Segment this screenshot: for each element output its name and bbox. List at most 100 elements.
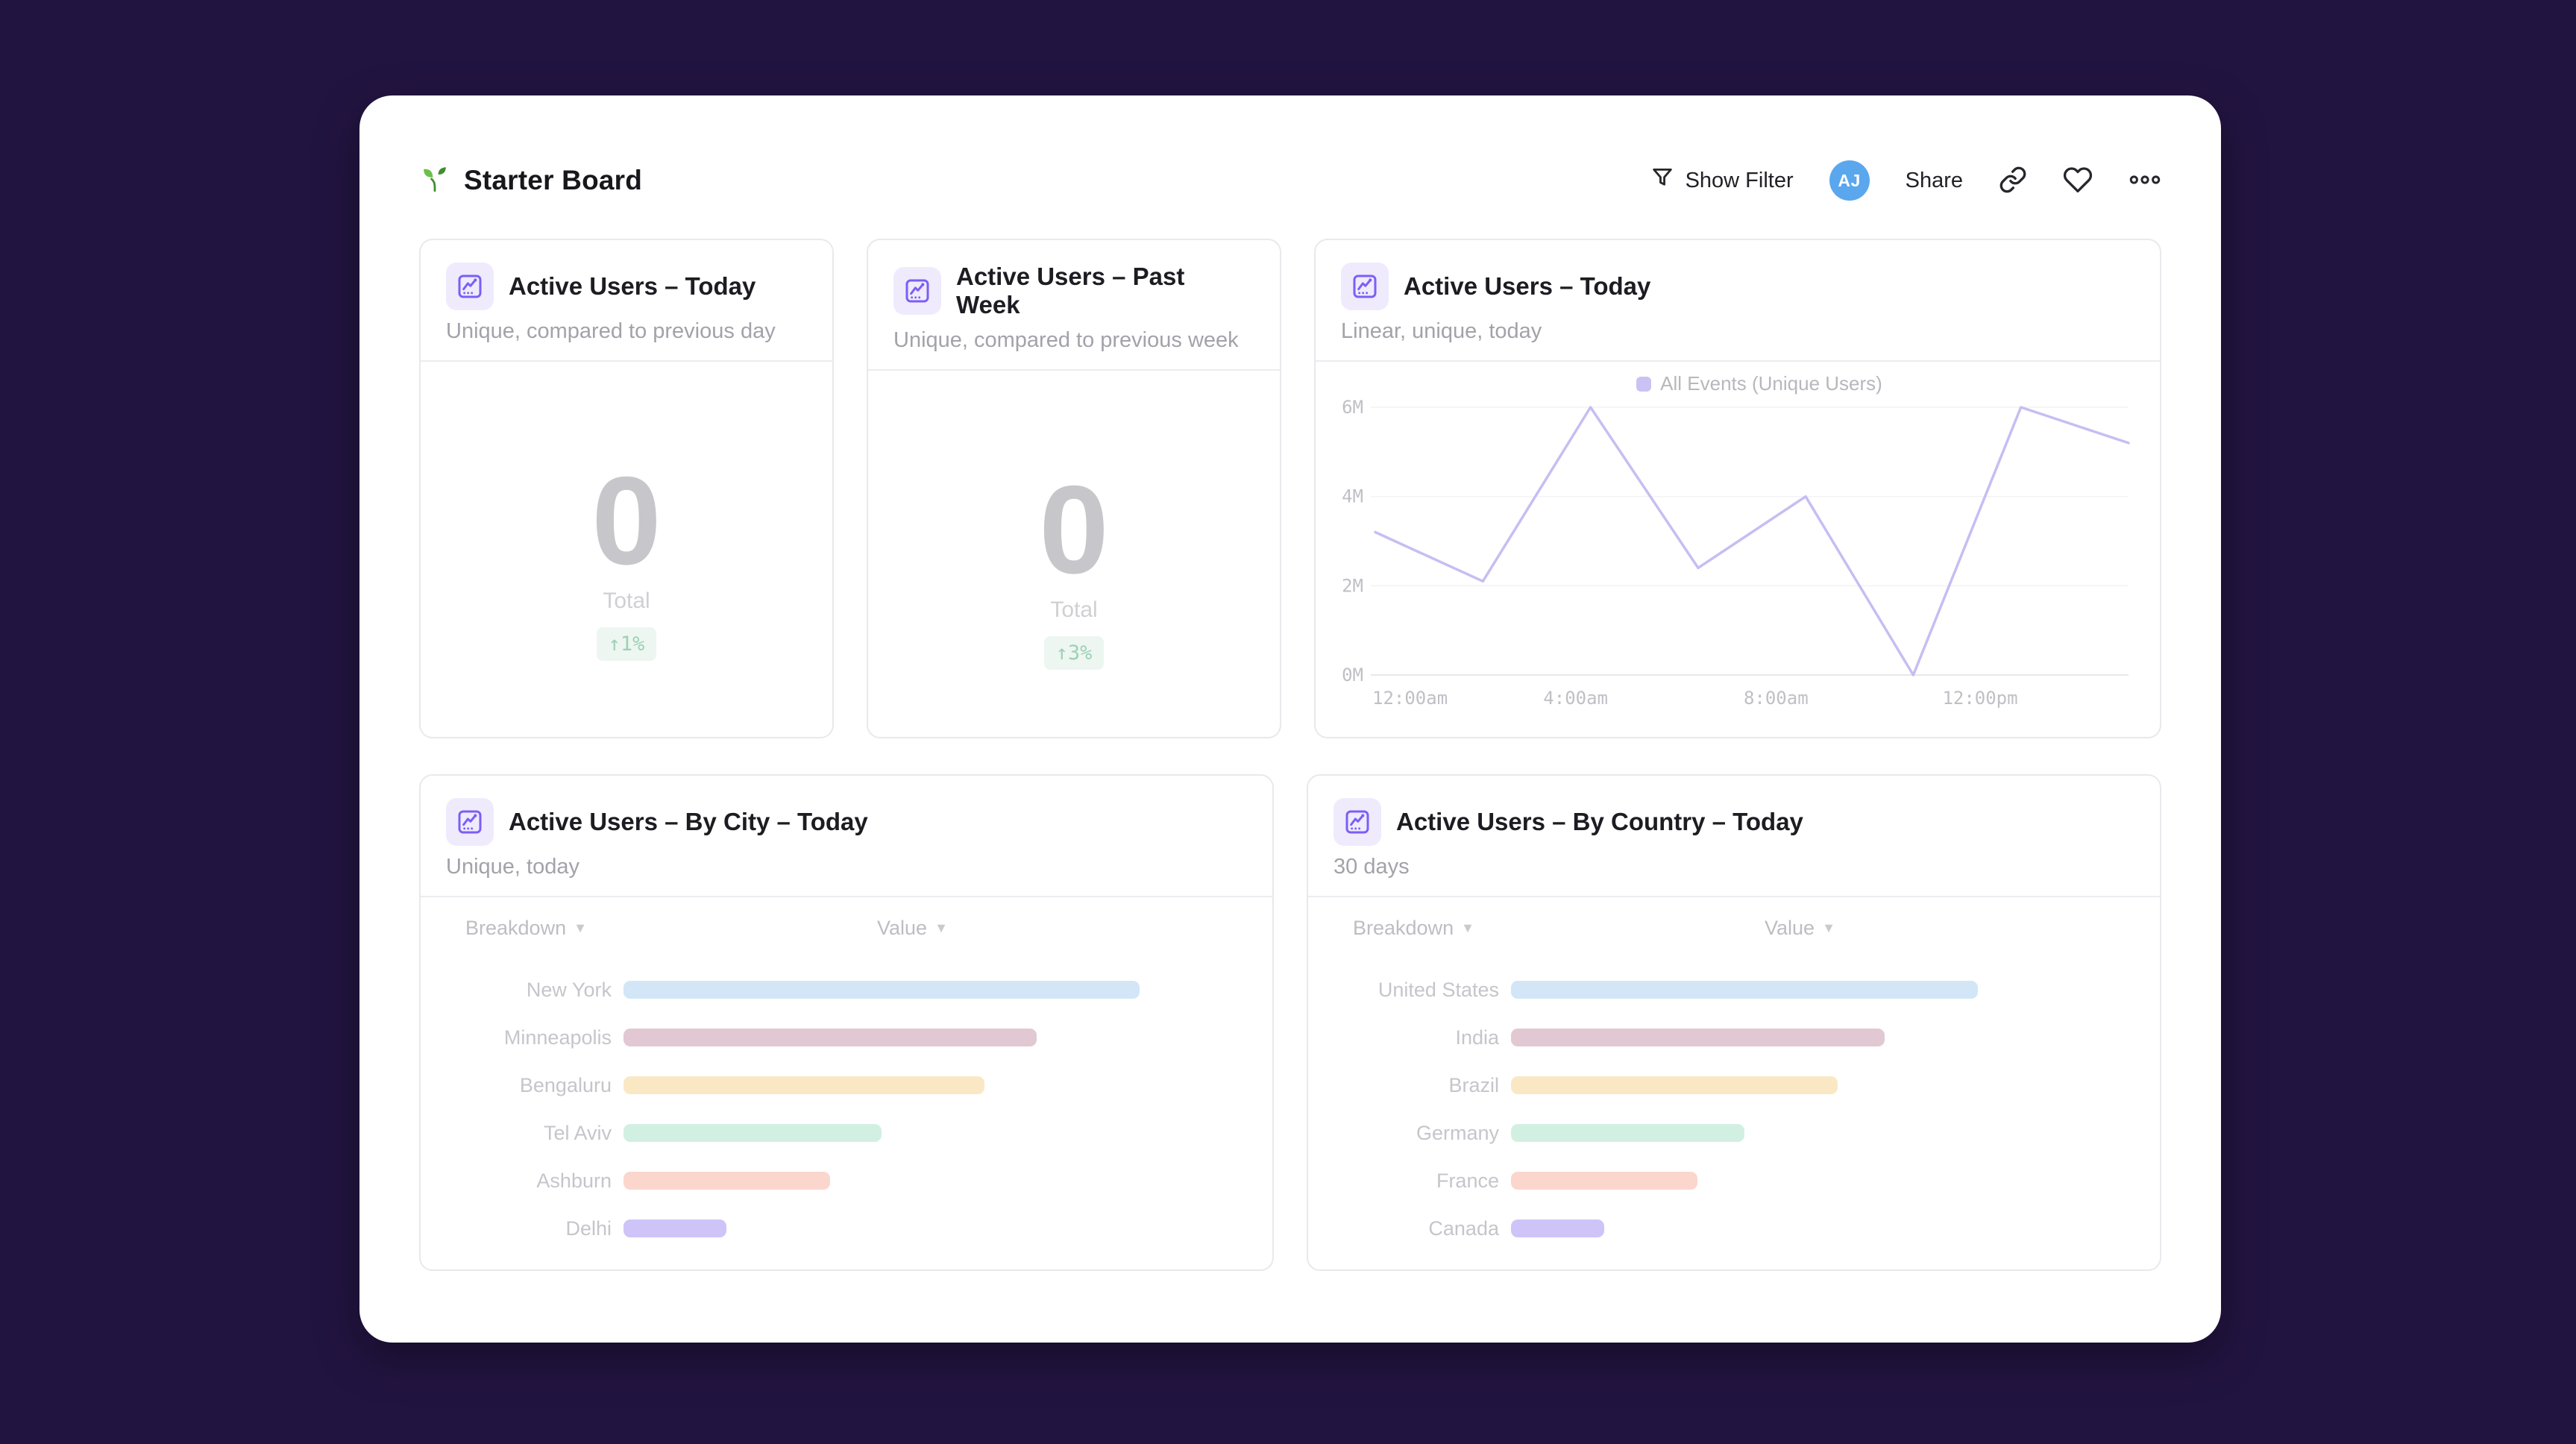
show-filter-button[interactable]: Show Filter: [1650, 165, 1794, 196]
share-label: Share: [1905, 168, 1963, 192]
breakdown-column-label: Breakdown: [465, 917, 567, 939]
card-title[interactable]: Active Users – Today: [509, 272, 756, 300]
value-column-dropdown[interactable]: Value ▼: [1765, 917, 1835, 940]
bar: [1511, 1124, 1744, 1142]
line-chart-body: All Events (Unique Users) 0M 2M 4M 6M 12:00a…: [1316, 360, 2160, 719]
bar-track: [1511, 1219, 1978, 1237]
y-axis-label: 4M: [1342, 486, 1363, 507]
value-column-label: Value: [877, 917, 928, 939]
chevron-down-icon: ▼: [1461, 920, 1474, 935]
metric-label: Total: [1050, 597, 1098, 622]
y-axis-label: 2M: [1342, 575, 1363, 596]
card-subtitle: 30 days: [1333, 855, 1410, 879]
bar-row: Germany: [1353, 1109, 2115, 1157]
bar: [1511, 1219, 1605, 1237]
card-header: Active Users – By Country – Today 30 day…: [1308, 776, 2160, 896]
heart-icon: [2063, 165, 2093, 197]
x-axis-label: 4:00am: [1543, 688, 1608, 709]
bar-track: [1511, 1076, 1978, 1094]
favorite-button[interactable]: [2063, 165, 2093, 197]
metric-body: 0 Total ↑1%: [421, 360, 832, 661]
bar-row: Canada: [1353, 1205, 2115, 1252]
cards-row-1: Active Users – Today Unique, compared to…: [419, 239, 2161, 738]
bar-label: France: [1436, 1169, 1499, 1192]
bar-label: New York: [526, 978, 612, 1001]
card-subtitle: Linear, unique, today: [1341, 319, 1542, 343]
card-active-users-past-week-metric: Active Users – Past Week Unique, compare…: [867, 239, 1281, 738]
line-chart-icon: [446, 263, 494, 310]
bar-row: Brazil: [1353, 1061, 2115, 1109]
legend-item[interactable]: All Events (Unique Users): [1636, 372, 1882, 395]
breakdown-column-dropdown[interactable]: Breakdown ▼: [465, 917, 587, 940]
card-title[interactable]: Active Users – Past Week: [956, 263, 1185, 318]
bar: [1511, 1172, 1698, 1190]
more-options-button[interactable]: [2129, 169, 2161, 193]
bar-label: United States: [1377, 978, 1499, 1001]
bar: [623, 1029, 1037, 1046]
filter-icon: [1650, 165, 1675, 196]
breakdown-column-dropdown[interactable]: Breakdown ▼: [1353, 917, 1474, 940]
share-button[interactable]: Share: [1906, 169, 1963, 193]
line-chart-svg: 0M 2M 4M 6M 12:00am 4:00am 8:00am 12:00pm: [1342, 398, 2130, 709]
card-title[interactable]: Active Users – Today: [1404, 272, 1651, 300]
bar: [623, 1124, 882, 1142]
bar-row: Minneapolis: [465, 1014, 1228, 1061]
bar-label: Bengaluru: [519, 1073, 612, 1096]
bar-track: [1511, 981, 1978, 999]
link-icon: [1999, 166, 2027, 196]
country-bar-list: United States India Brazil Germany France Can…: [1353, 966, 2115, 1252]
bar-row: India: [1353, 1014, 2115, 1061]
x-axis-label: 12:00pm: [1942, 688, 2017, 709]
card-title[interactable]: Active Users – By City – Today: [509, 808, 868, 835]
line-chart-icon: [1333, 798, 1381, 846]
line-chart-icon: [1341, 263, 1389, 310]
bar-track: [623, 1219, 1140, 1237]
legend-label: All Events (Unique Users): [1660, 372, 1882, 395]
card-active-users-by-country: Active Users – By Country – Today 30 day…: [1307, 774, 2161, 1271]
board-title: Starter Board: [464, 165, 643, 195]
bar-row: France: [1353, 1157, 2115, 1205]
breakdown-table-header: Breakdown ▼ Value ▼: [465, 917, 1228, 947]
card-title[interactable]: Active Users – By Country – Today: [1396, 808, 1803, 835]
chevron-down-icon: ▼: [1822, 920, 1835, 935]
bar: [623, 1172, 830, 1190]
city-bar-list: New York Minneapolis Bengaluru Tel Aviv Ashb…: [465, 966, 1228, 1252]
bar: [1511, 1029, 1885, 1046]
bar: [1511, 1076, 1838, 1094]
board-header: Starter Board Show Filter AJ Share: [419, 152, 2161, 209]
avatar[interactable]: AJ: [1829, 160, 1870, 201]
metric-body: 0 Total ↑3%: [868, 369, 1280, 670]
seedling-icon: [419, 163, 450, 198]
legend-swatch: [1636, 376, 1652, 392]
card-subtitle: Unique, compared to previous week: [893, 328, 1239, 352]
bar-track: [623, 1124, 1140, 1142]
bar-track: [1511, 1124, 1978, 1142]
bar-track: [623, 1172, 1140, 1190]
card-active-users-today-line: Active Users – Today Linear, unique, tod…: [1314, 239, 2161, 738]
bar-track: [623, 1076, 1140, 1094]
bar: [623, 981, 1140, 999]
bar-row: New York: [465, 966, 1228, 1014]
value-column-dropdown[interactable]: Value ▼: [877, 917, 948, 940]
bar: [623, 1076, 985, 1094]
card-header: Active Users – By City – Today Unique, t…: [421, 776, 1272, 896]
bar-row: Ashburn: [465, 1157, 1228, 1205]
bar-row: Delhi: [465, 1205, 1228, 1252]
card-subtitle: Unique, compared to previous day: [446, 319, 776, 343]
show-filter-label: Show Filter: [1685, 168, 1794, 192]
bar-track: [623, 981, 1140, 999]
dashboard-panel: Starter Board Show Filter AJ Share: [359, 95, 2221, 1343]
legend-row: All Events (Unique Users): [1332, 372, 2143, 395]
breakdown-table: Breakdown ▼ Value ▼ New York Minneapolis B…: [421, 896, 1272, 1252]
ellipsis-icon: [2129, 169, 2161, 193]
line-chart-icon: [446, 798, 494, 846]
bar-label: Canada: [1428, 1217, 1499, 1240]
value-column-label: Value: [1765, 917, 1815, 939]
copy-link-button[interactable]: [1999, 166, 2027, 196]
chevron-down-icon: ▼: [574, 920, 587, 935]
board-title-wrap: Starter Board: [419, 163, 642, 198]
x-axis-label: 12:00am: [1372, 688, 1448, 709]
bar-label: Brazil: [1448, 1073, 1499, 1096]
chevron-down-icon: ▼: [934, 920, 948, 935]
